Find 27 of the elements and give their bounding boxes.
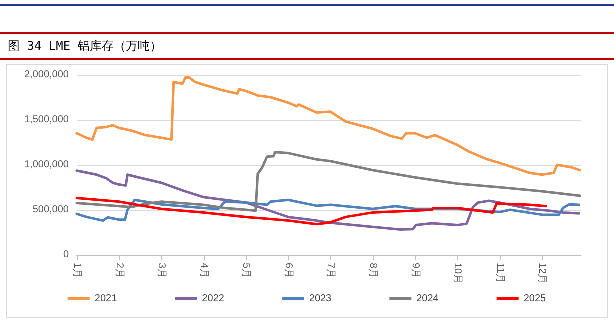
- legend-label: 2022: [202, 294, 225, 304]
- chart-title: 图 34 LME 铝库存（万吨）: [0, 34, 614, 60]
- line-series: [76, 197, 548, 226]
- line-series: [76, 76, 582, 176]
- x-tick-label: 4月: [198, 263, 210, 279]
- x-tick-label: 5月: [240, 263, 252, 279]
- x-tick-label: 7月: [325, 263, 336, 279]
- y-tick-label: 500,000: [32, 204, 70, 216]
- legend-label: 2023: [309, 294, 332, 304]
- x-tick-label: 1月: [72, 263, 82, 279]
- line-series: [76, 170, 581, 232]
- y-tick-label: 1,500,000: [24, 114, 70, 126]
- x-tick-label: 10月: [452, 263, 464, 284]
- y-tick-label: 1,000,000: [24, 160, 70, 170]
- legend-label: 2025: [524, 294, 547, 304]
- x-tick-label: 9月: [410, 263, 421, 279]
- y-tick-label: 2,000,000: [24, 70, 70, 80]
- x-tick-label: 3月: [156, 263, 168, 279]
- legend-label: 2021: [94, 294, 118, 304]
- x-tick-label: 11月: [494, 263, 506, 284]
- line-series: [76, 151, 582, 212]
- x-tick-label: 2月: [114, 263, 125, 279]
- x-tick-label: 6月: [282, 263, 294, 279]
- x-tick-label: 12月: [536, 263, 548, 284]
- x-tick-label: 8月: [367, 263, 378, 279]
- y-tick-label: 0: [63, 250, 70, 260]
- legend-label: 2024: [416, 294, 440, 304]
